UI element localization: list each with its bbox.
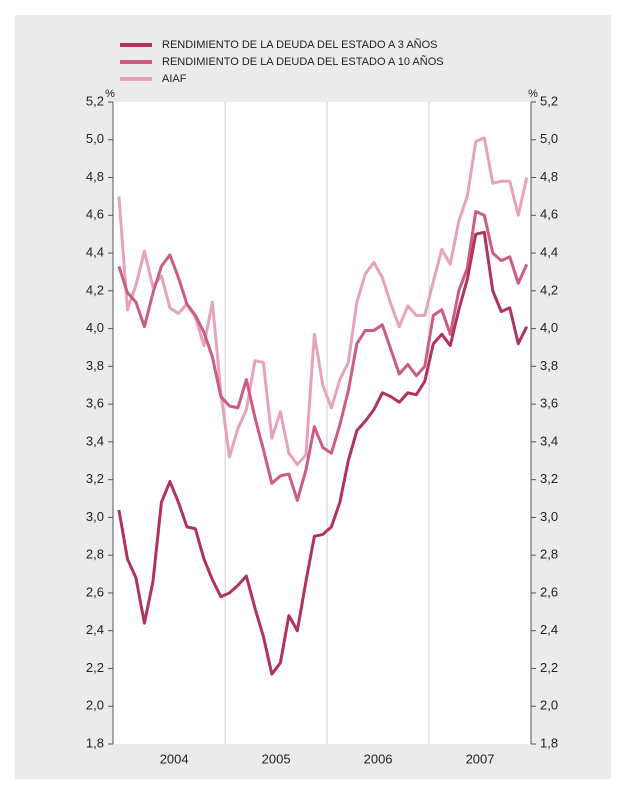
y-tick-label: 3,2 bbox=[86, 471, 104, 486]
y2-unit: % bbox=[528, 88, 538, 100]
y-tick-label: 3,0 bbox=[86, 509, 104, 524]
x-tick-label: 2006 bbox=[364, 751, 393, 766]
y2-tick-label: 2,4 bbox=[540, 622, 558, 637]
series-line bbox=[117, 230, 529, 676]
y2-tick-label: 4,2 bbox=[540, 282, 558, 297]
y2-tick-label: 2,0 bbox=[540, 698, 558, 713]
y-tick-label: 3,8 bbox=[86, 358, 104, 373]
legend-label: AIAF bbox=[162, 73, 187, 85]
y2-tick-label: 3,2 bbox=[540, 471, 558, 486]
y2-tick-label: 4,6 bbox=[540, 207, 558, 222]
x-tick-label: 2005 bbox=[262, 751, 291, 766]
legend-label: RENDIMIENTO DE LA DEUDA DEL ESTADO A 3 A… bbox=[162, 38, 438, 51]
y-tick-label: 1,8 bbox=[86, 735, 104, 750]
y-tick-label: 2,2 bbox=[86, 660, 104, 675]
y2-tick-label: 2,8 bbox=[540, 547, 558, 562]
y2-tick-label: 2,6 bbox=[540, 584, 558, 599]
y2-tick-label: 3,6 bbox=[540, 396, 558, 411]
x-tick-label: 2007 bbox=[466, 751, 495, 766]
y-tick-label: 4,0 bbox=[86, 320, 104, 335]
y2-tick-label: 5,2 bbox=[540, 93, 558, 108]
y2-tick-label: 4,4 bbox=[540, 244, 558, 259]
y-unit: % bbox=[105, 88, 115, 100]
y-tick-label: 2,8 bbox=[86, 547, 104, 562]
x-tick-label: 2004 bbox=[160, 751, 189, 766]
y2-tick-label: 1,8 bbox=[540, 735, 558, 750]
y2-tick-label: 3,0 bbox=[540, 509, 558, 524]
y2-tick-label: 3,4 bbox=[540, 433, 558, 448]
y-tick-label: 5,0 bbox=[86, 131, 104, 146]
y-tick-label: 2,4 bbox=[86, 622, 104, 637]
series-line bbox=[117, 210, 529, 502]
y-tick-label: 3,6 bbox=[86, 396, 104, 411]
y2-tick-label: 4,8 bbox=[540, 169, 558, 184]
y-tick-label: 3,4 bbox=[86, 433, 104, 448]
y2-tick-label: 4,0 bbox=[540, 320, 558, 335]
legend-label: RENDIMIENTO DE LA DEUDA DEL ESTADO A 10 … bbox=[162, 55, 444, 68]
y-tick-label: 4,8 bbox=[86, 169, 104, 184]
y-tick-label: 2,6 bbox=[86, 584, 104, 599]
y2-tick-label: 3,8 bbox=[540, 358, 558, 373]
legend: RENDIMIENTO DE LA DEUDA DEL ESTADO A 3 A… bbox=[120, 38, 444, 85]
y-tick-label: 5,2 bbox=[86, 93, 104, 108]
y2-tick-label: 5,0 bbox=[540, 131, 558, 146]
y-tick-label: 2,0 bbox=[86, 698, 104, 713]
y-tick-label: 4,6 bbox=[86, 207, 104, 222]
y-tick-label: 4,2 bbox=[86, 282, 104, 297]
y-tick-label: 4,4 bbox=[86, 244, 104, 259]
y2-tick-label: 2,2 bbox=[540, 660, 558, 675]
plot-area bbox=[113, 102, 531, 744]
